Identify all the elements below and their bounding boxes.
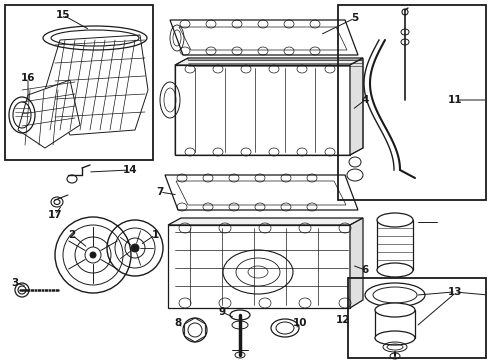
Text: 6: 6 xyxy=(361,265,368,275)
Text: 5: 5 xyxy=(351,13,359,23)
Ellipse shape xyxy=(232,321,248,329)
Ellipse shape xyxy=(271,319,299,337)
Text: 1: 1 xyxy=(151,230,159,240)
Text: 11: 11 xyxy=(448,95,462,105)
Polygon shape xyxy=(170,20,358,55)
Text: 17: 17 xyxy=(48,210,62,220)
Polygon shape xyxy=(18,80,80,148)
Ellipse shape xyxy=(375,303,415,317)
Polygon shape xyxy=(168,225,350,308)
Polygon shape xyxy=(175,58,363,65)
Text: 12: 12 xyxy=(336,315,350,325)
Text: 14: 14 xyxy=(122,165,137,175)
Polygon shape xyxy=(175,65,350,155)
Text: 13: 13 xyxy=(448,287,462,297)
Polygon shape xyxy=(168,218,363,225)
Polygon shape xyxy=(350,58,363,155)
Polygon shape xyxy=(350,218,363,308)
Bar xyxy=(348,278,486,358)
Ellipse shape xyxy=(377,263,413,277)
Text: 4: 4 xyxy=(361,95,368,105)
Bar xyxy=(377,220,413,270)
Bar xyxy=(375,310,415,338)
Text: 2: 2 xyxy=(69,230,75,240)
Bar xyxy=(5,5,153,160)
Ellipse shape xyxy=(375,331,415,345)
Text: 7: 7 xyxy=(156,187,164,197)
Bar xyxy=(338,5,486,200)
Polygon shape xyxy=(45,35,148,135)
Text: 3: 3 xyxy=(11,278,19,288)
Ellipse shape xyxy=(230,310,250,320)
Text: 10: 10 xyxy=(293,318,307,328)
Ellipse shape xyxy=(90,252,96,258)
Polygon shape xyxy=(165,175,358,210)
Ellipse shape xyxy=(223,250,293,294)
Ellipse shape xyxy=(131,244,139,252)
Text: 9: 9 xyxy=(219,307,225,317)
Ellipse shape xyxy=(365,283,425,307)
Text: 8: 8 xyxy=(174,318,182,328)
Text: 16: 16 xyxy=(21,73,35,83)
Ellipse shape xyxy=(377,213,413,227)
Text: 15: 15 xyxy=(56,10,70,20)
Ellipse shape xyxy=(183,318,207,342)
